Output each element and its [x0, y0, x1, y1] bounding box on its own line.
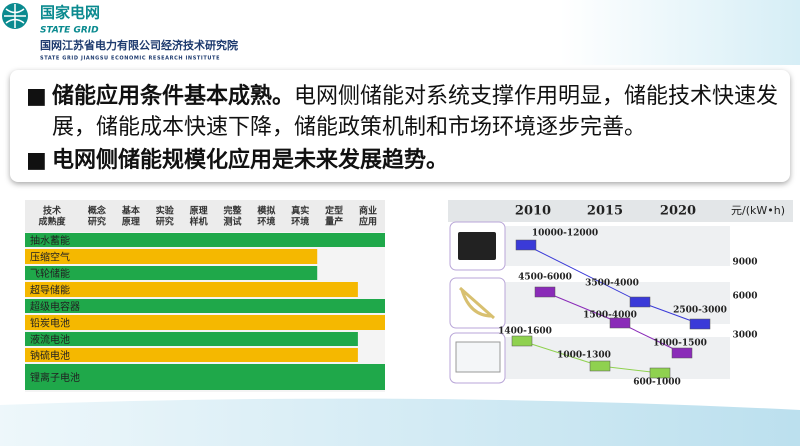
cost-box	[671, 347, 693, 359]
maturity-bar	[25, 299, 385, 313]
row-label: 压缩空气	[30, 251, 70, 264]
stage-label: 原理	[190, 206, 208, 217]
flywheel-image	[459, 286, 495, 320]
level-label: 3000	[732, 331, 757, 341]
row-label: 飞轮储能	[30, 267, 70, 280]
header-decoration	[560, 0, 800, 65]
stage-label: 环境	[257, 216, 275, 228]
maturity-bar	[25, 364, 385, 390]
bold-text: 储能应用条件基本成熟。	[52, 84, 295, 109]
cost-box	[534, 286, 556, 298]
row-label: 铅炭电池	[30, 317, 70, 330]
text: 电网侧储能对系统支撑作用明显，储能技术快速发展，储能成本快速下降，储能政策机制和…	[52, 84, 779, 140]
stage-label: 概念	[88, 205, 106, 217]
cost-label: 600-1000	[633, 378, 681, 388]
row-label: 钠硫电池	[30, 349, 70, 362]
cost-label: 3500-4000	[585, 279, 639, 289]
org-en: STATE GRID	[40, 26, 99, 36]
stage-label: 原理	[122, 217, 140, 228]
battery-image	[458, 232, 496, 260]
stage-label: 定型	[324, 205, 343, 217]
bullet: ■	[26, 148, 47, 173]
bullet-point: ■ 储能应用条件基本成熟。电网侧储能对系统支撑作用明显，储能技术快速发展，储能成本…	[26, 81, 782, 143]
unit-label: 元/(kW•h)	[731, 204, 785, 217]
level-label: 9000	[732, 258, 757, 268]
cost-label: 4500-6000	[518, 273, 572, 283]
row-band	[505, 226, 730, 266]
year-label: 2020	[660, 204, 696, 219]
maturity-bar	[25, 233, 385, 247]
cost-box	[609, 317, 631, 329]
cost-box	[649, 367, 671, 379]
row-label: 超级电容器	[30, 300, 80, 313]
cost-label: 2500-3000	[673, 306, 727, 316]
stage-label: 环境	[291, 216, 309, 228]
row-label: 锂离子电池	[30, 371, 80, 384]
corner-label: 技术	[43, 205, 61, 217]
stage-label: 真实	[291, 205, 309, 217]
bold-text: 电网侧储能规模化应用是未来发展趋势。	[52, 148, 449, 173]
maturity-bar	[25, 348, 358, 362]
institute-en: STATE GRID JIANGSU ECONOMIC RESEARCH INS…	[40, 56, 220, 62]
maturity-bar	[25, 332, 358, 346]
org-cn: 国家电网	[40, 4, 100, 22]
cost-box	[511, 335, 533, 347]
institute-cn: 国网江苏省电力有限公司经济技术研究院	[40, 38, 238, 52]
cost-box	[689, 318, 711, 330]
cost-label: 10000-12000	[532, 229, 598, 239]
container-image	[455, 341, 501, 373]
cost-box	[589, 360, 611, 372]
cost-chart: 2010 2015 2020 元/(kW•h) 9000 6000 3000 10000-12…	[448, 200, 793, 388]
cost-label: 1400-1600	[498, 327, 552, 337]
stage-label: 应用	[359, 216, 377, 228]
stage-label: 商业	[359, 205, 377, 217]
stage-label: 模拟	[257, 205, 275, 217]
stage-label: 研究	[156, 216, 174, 228]
footer-decoration	[0, 398, 800, 446]
bullet-point: ■ 电网侧储能规模化应用是未来发展趋势。	[26, 145, 782, 176]
corner-label: 成熟度	[38, 216, 66, 228]
stage-label: 测试	[223, 216, 241, 228]
maturity-bar	[25, 315, 385, 330]
row-label: 抽水蓄能	[30, 234, 70, 247]
stage-label: 完整	[223, 205, 241, 217]
cost-label: 1500-4000	[583, 311, 637, 321]
row-label: 超导储能	[30, 284, 70, 297]
stage-label: 样机	[190, 216, 208, 228]
year-label: 2015	[587, 204, 623, 219]
year-band	[448, 200, 793, 222]
logo-lines	[4, 4, 26, 28]
row-band	[505, 337, 730, 379]
cost-box	[515, 239, 537, 251]
cost-box	[629, 296, 651, 308]
table-header-bg	[25, 200, 385, 232]
stage-label: 基本	[121, 205, 141, 217]
summary-box: ■ 储能应用条件基本成熟。电网侧储能对系统支撑作用明显，储能技术快速发展，储能成本…	[10, 70, 790, 182]
maturity-bar	[25, 282, 358, 297]
stage-label: 量产	[325, 216, 343, 228]
row-label: 液流电池	[30, 333, 70, 346]
year-label: 2010	[515, 204, 551, 219]
bullet: ■	[26, 84, 47, 109]
maturity-table: 技术成熟度概念研究基本原理实验研究原理样机完整测试模拟环境真实环境定型量产商业应…	[25, 200, 385, 392]
stage-label: 实验	[156, 205, 175, 217]
cost-label: 1000-1500	[653, 339, 707, 349]
maturity-bar	[25, 266, 318, 280]
cost-label: 1000-1300	[557, 351, 611, 361]
maturity-bar	[25, 249, 318, 264]
level-label: 6000	[732, 292, 757, 302]
stage-label: 研究	[88, 216, 106, 228]
